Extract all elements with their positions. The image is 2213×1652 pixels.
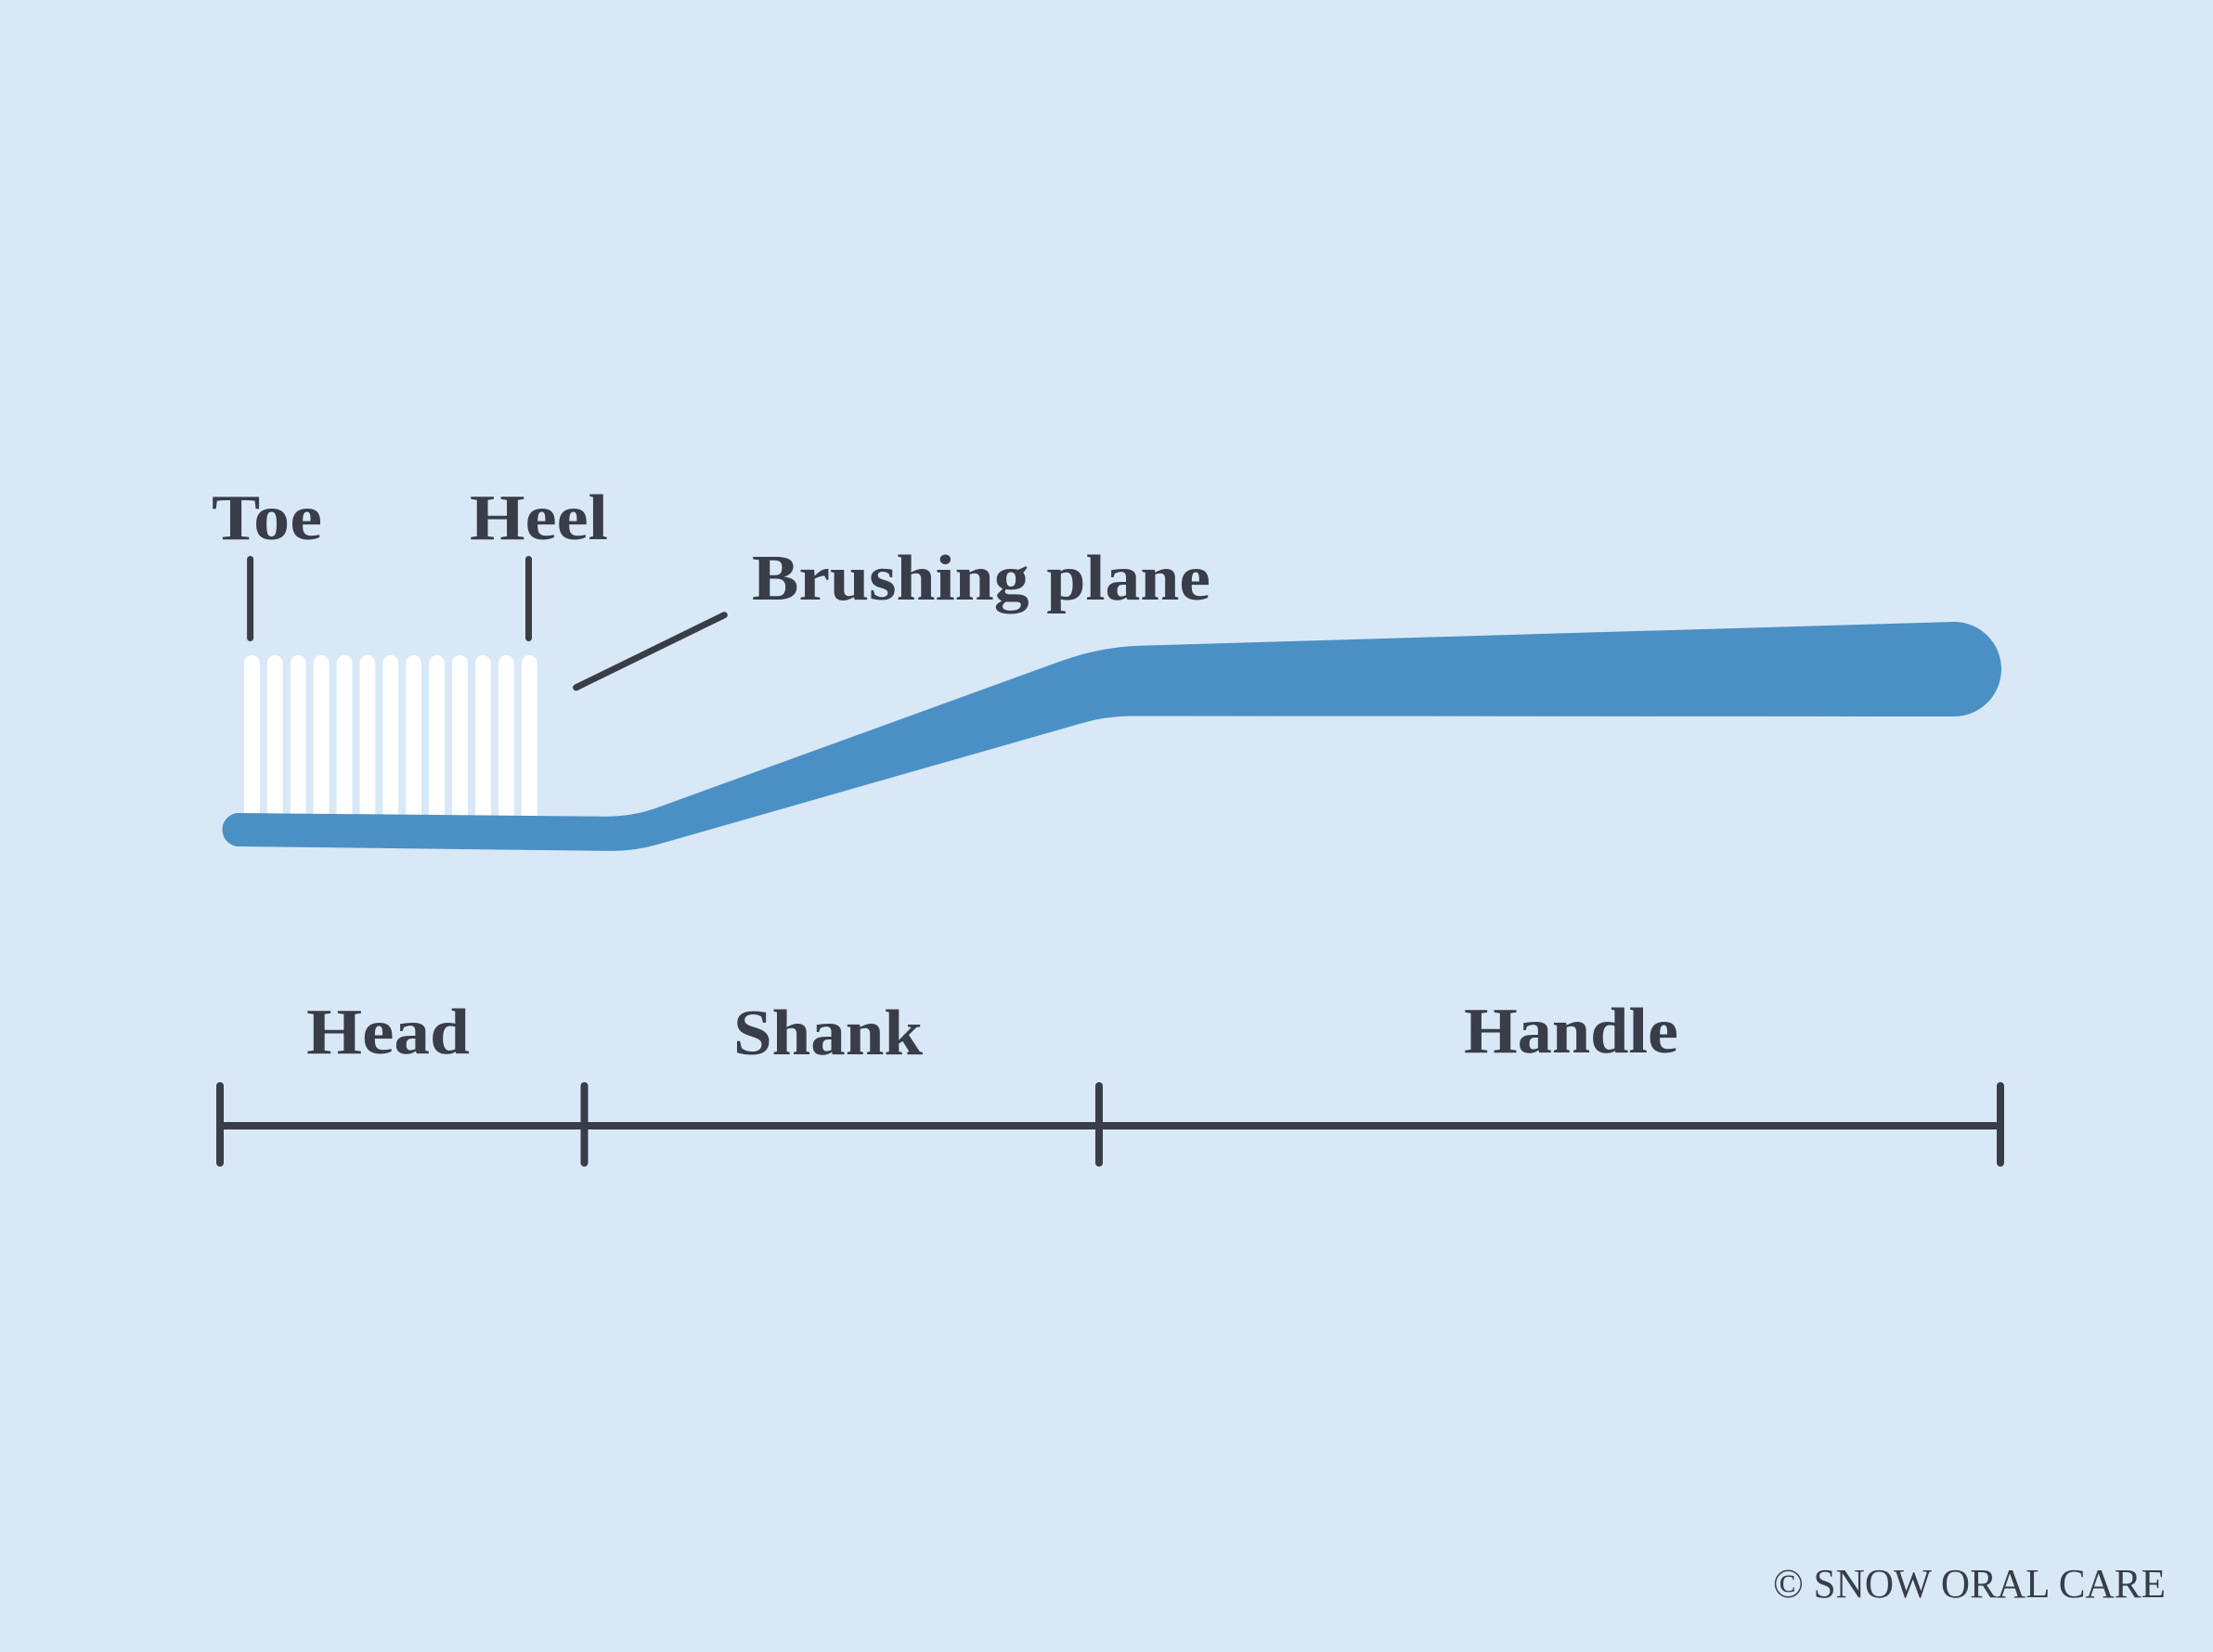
svg-text:Heel: Heel bbox=[470, 483, 608, 554]
svg-text:Shank: Shank bbox=[733, 998, 923, 1069]
svg-text:© SNOW ORAL CARE: © SNOW ORAL CARE bbox=[1773, 1561, 2166, 1607]
svg-text:Brushing plane: Brushing plane bbox=[752, 543, 1210, 614]
svg-text:Handle: Handle bbox=[1464, 996, 1678, 1067]
svg-text:Head: Head bbox=[306, 997, 470, 1068]
svg-text:Toe: Toe bbox=[212, 483, 322, 554]
